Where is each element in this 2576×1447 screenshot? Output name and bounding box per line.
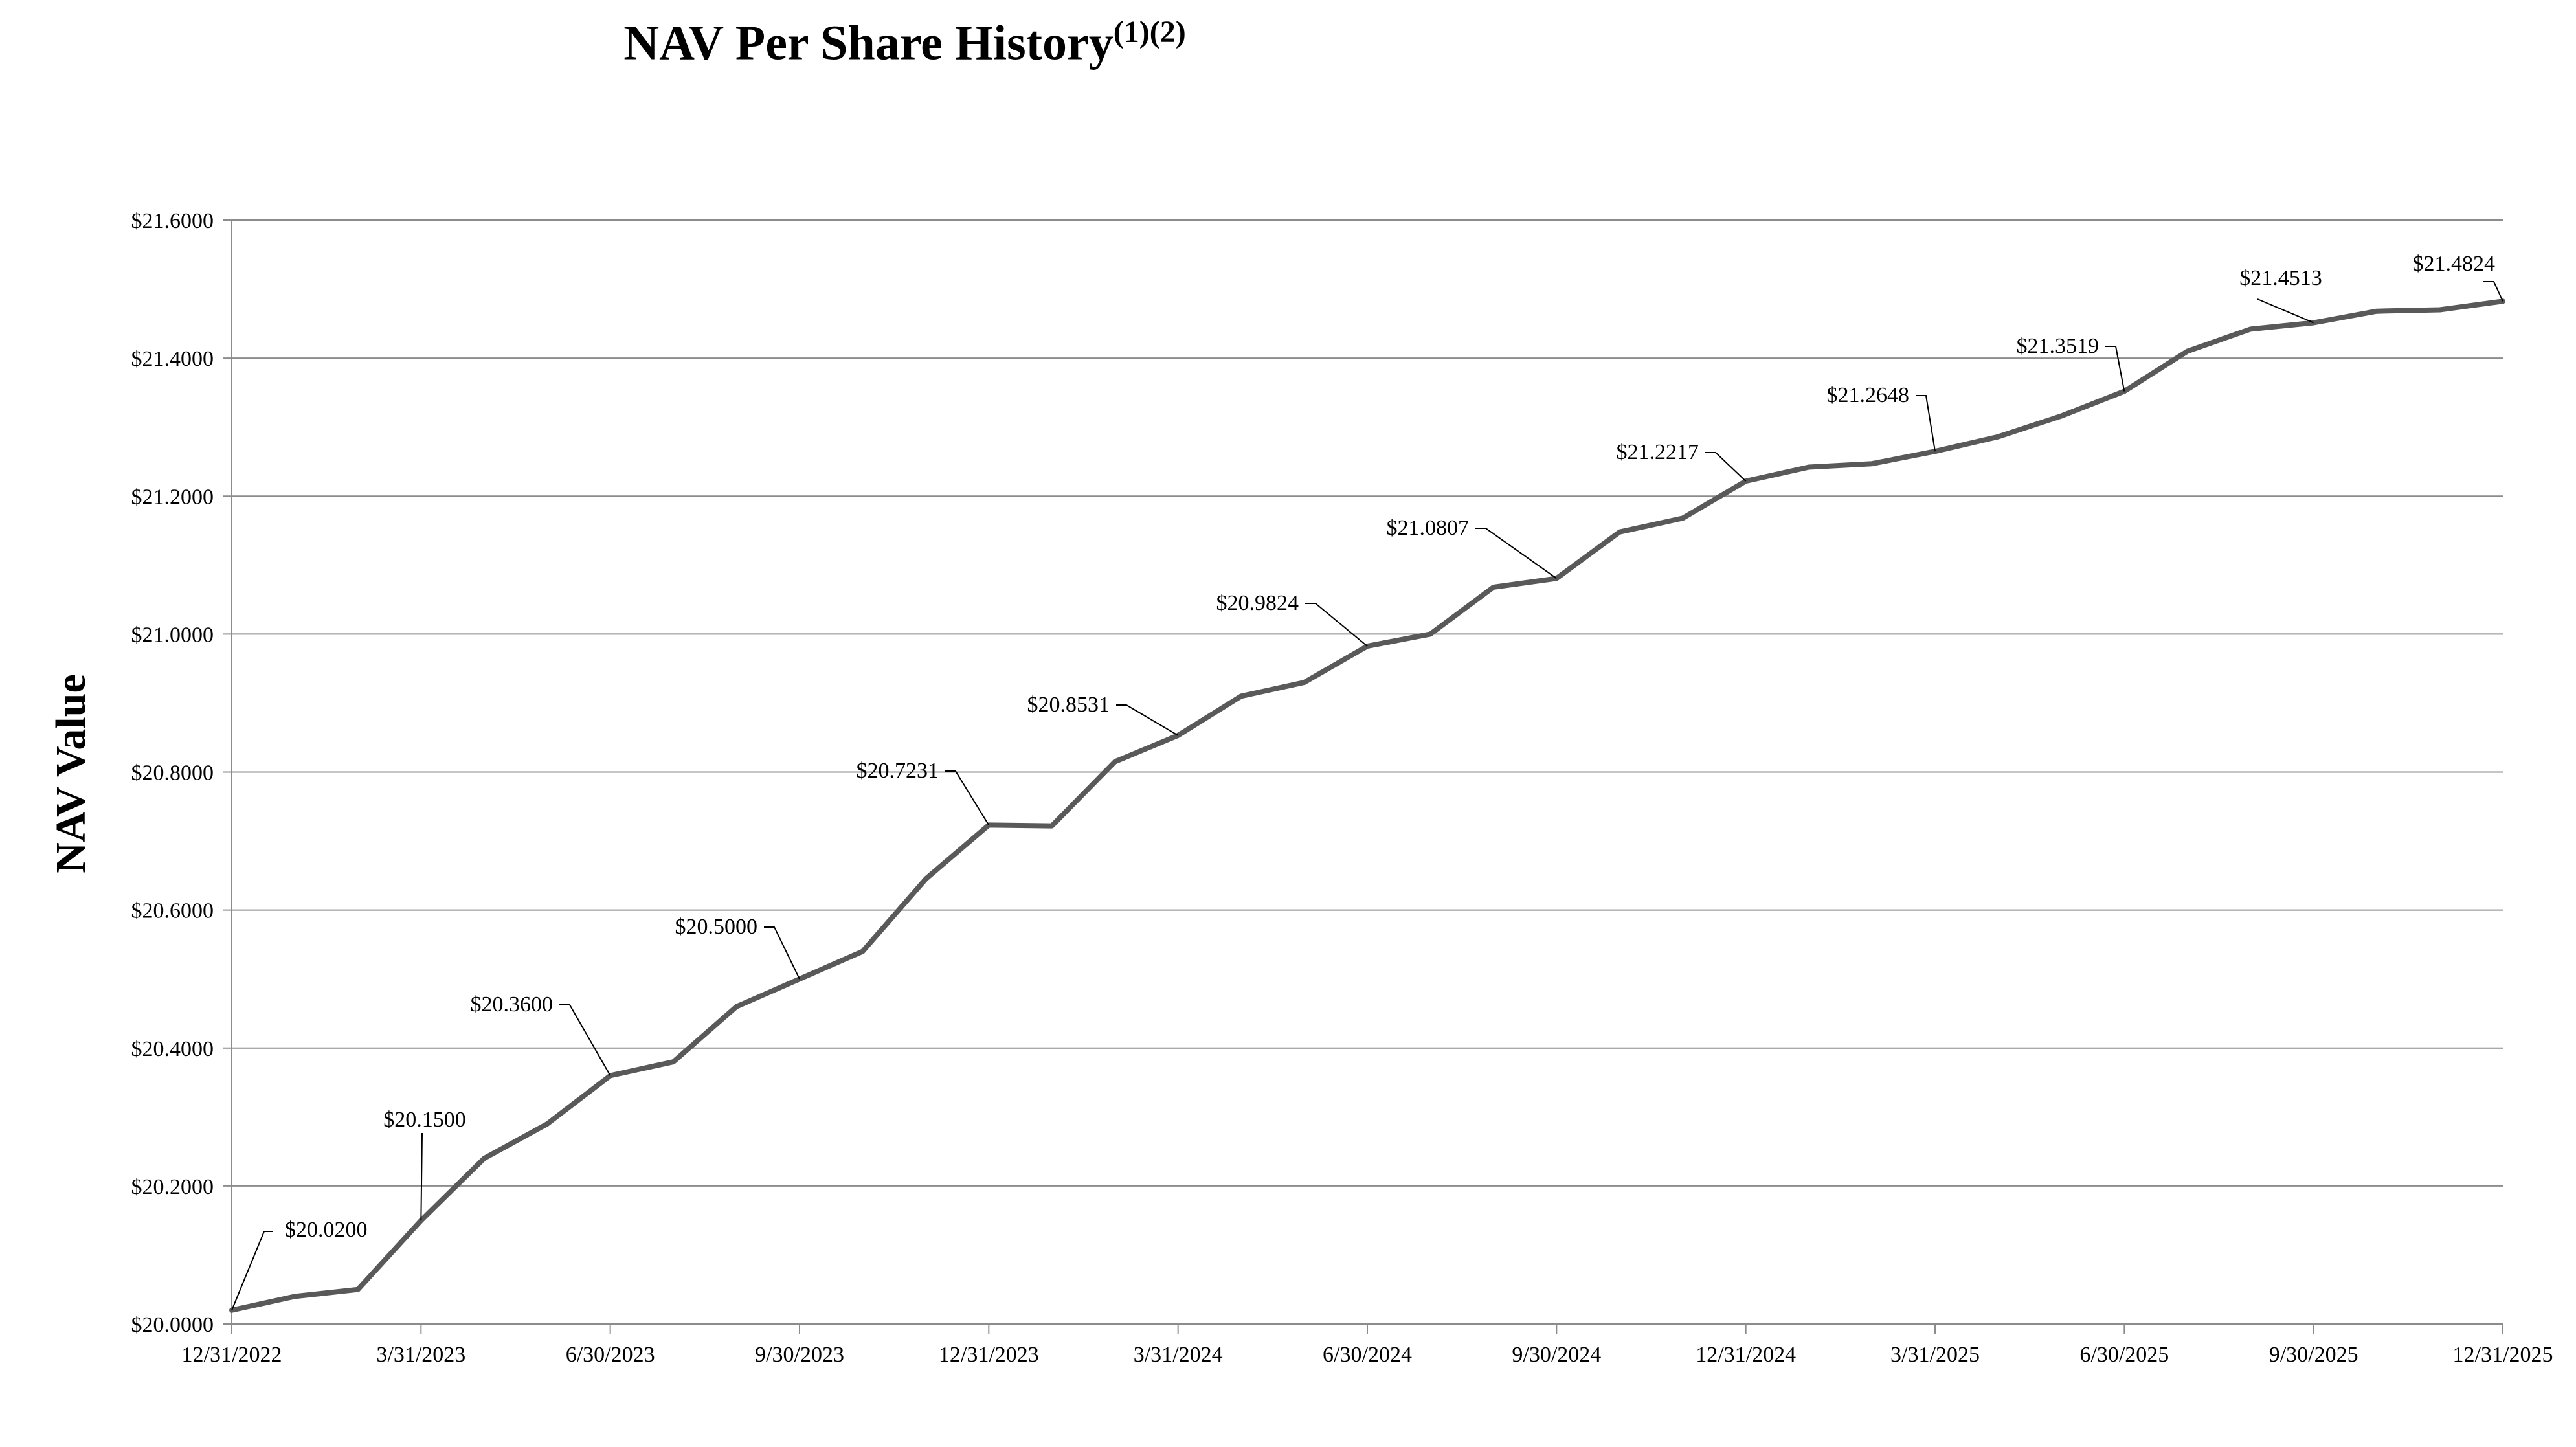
x-tick-label: 12/31/2023 — [939, 1343, 1039, 1367]
data-label: $21.3519 — [2017, 334, 2100, 358]
y-tick-label: $20.2000 — [131, 1175, 214, 1199]
annotation-layer: $20.0200 $20.1500 $20.3600 $20.5000 $20.7231… — [231, 252, 2503, 1311]
x-tick-label: 3/31/2025 — [1890, 1343, 1980, 1367]
data-label-leader — [1475, 528, 1557, 579]
data-label: $20.9824 — [1216, 591, 1299, 615]
chart-title: NAV Per Share History(1)(2) — [0, 14, 1809, 71]
x-tick-label: 12/31/2025 — [2453, 1343, 2553, 1367]
data-label-leader — [1916, 395, 1936, 452]
y-tick-label: $21.2000 — [131, 485, 214, 509]
data-label-leader — [559, 1004, 611, 1076]
y-tick-label: $20.0000 — [131, 1313, 214, 1337]
data-label-leader — [2257, 298, 2314, 324]
data-label-leader — [945, 770, 990, 825]
data-label-leader — [2483, 281, 2503, 302]
data-label: $21.2217 — [1617, 440, 1699, 464]
data-label: $21.4824 — [2413, 252, 2496, 276]
data-label-leader — [231, 1231, 273, 1311]
y-tick-label: $21.6000 — [131, 209, 214, 233]
x-tick-label: 9/30/2023 — [755, 1343, 844, 1367]
data-label: $20.1500 — [383, 1108, 466, 1132]
chart-title-superscript: (1)(2) — [1113, 15, 1186, 49]
x-tick-label: 12/31/2022 — [182, 1343, 282, 1367]
y-tick-label: $20.4000 — [131, 1037, 214, 1061]
data-label-leader — [764, 926, 800, 980]
y-tick-label: $20.8000 — [131, 761, 214, 785]
data-label-leader — [1305, 603, 1368, 647]
x-tick-label: 12/31/2024 — [1696, 1343, 1796, 1367]
data-label: $20.5000 — [675, 915, 758, 939]
data-label-leader — [2105, 346, 2125, 392]
series-line — [229, 298, 2505, 1313]
x-tick-label: 9/30/2025 — [2269, 1343, 2358, 1367]
gridlines — [232, 219, 2503, 1187]
x-tick-label: 9/30/2024 — [1512, 1343, 1601, 1367]
y-tick-label: $20.6000 — [131, 899, 214, 923]
x-tick-label: 3/31/2024 — [1134, 1343, 1223, 1367]
data-label: $21.0807 — [1387, 516, 1470, 540]
data-label-leader — [1116, 704, 1179, 736]
x-tick-label: 3/31/2023 — [376, 1343, 465, 1367]
y-axis-ticks: $20.0000 $20.2000 $20.4000 $20.6000 $20.8000… — [131, 209, 232, 1337]
data-label: $21.4513 — [2239, 266, 2322, 290]
data-label: $20.3600 — [471, 993, 554, 1016]
x-tick-label: 6/30/2023 — [566, 1343, 655, 1367]
data-label-leader — [1705, 452, 1747, 482]
y-tick-label: $21.4000 — [131, 347, 214, 371]
data-label-leader — [420, 1132, 423, 1221]
chart-title-text: NAV Per Share History — [623, 16, 1114, 71]
data-label: $20.7231 — [857, 759, 939, 783]
y-tick-label: $21.0000 — [131, 623, 214, 647]
series-layer — [229, 298, 2505, 1313]
x-axis-ticks: 12/31/2022 3/31/2023 6/30/2023 9/30/2023 12/… — [182, 1324, 2553, 1367]
data-label: $20.8531 — [1027, 693, 1110, 717]
data-label: $21.2648 — [1827, 383, 1910, 407]
x-tick-label: 6/30/2024 — [1323, 1343, 1412, 1367]
data-label: $20.0200 — [285, 1218, 368, 1242]
x-tick-label: 6/30/2025 — [2079, 1343, 2169, 1367]
